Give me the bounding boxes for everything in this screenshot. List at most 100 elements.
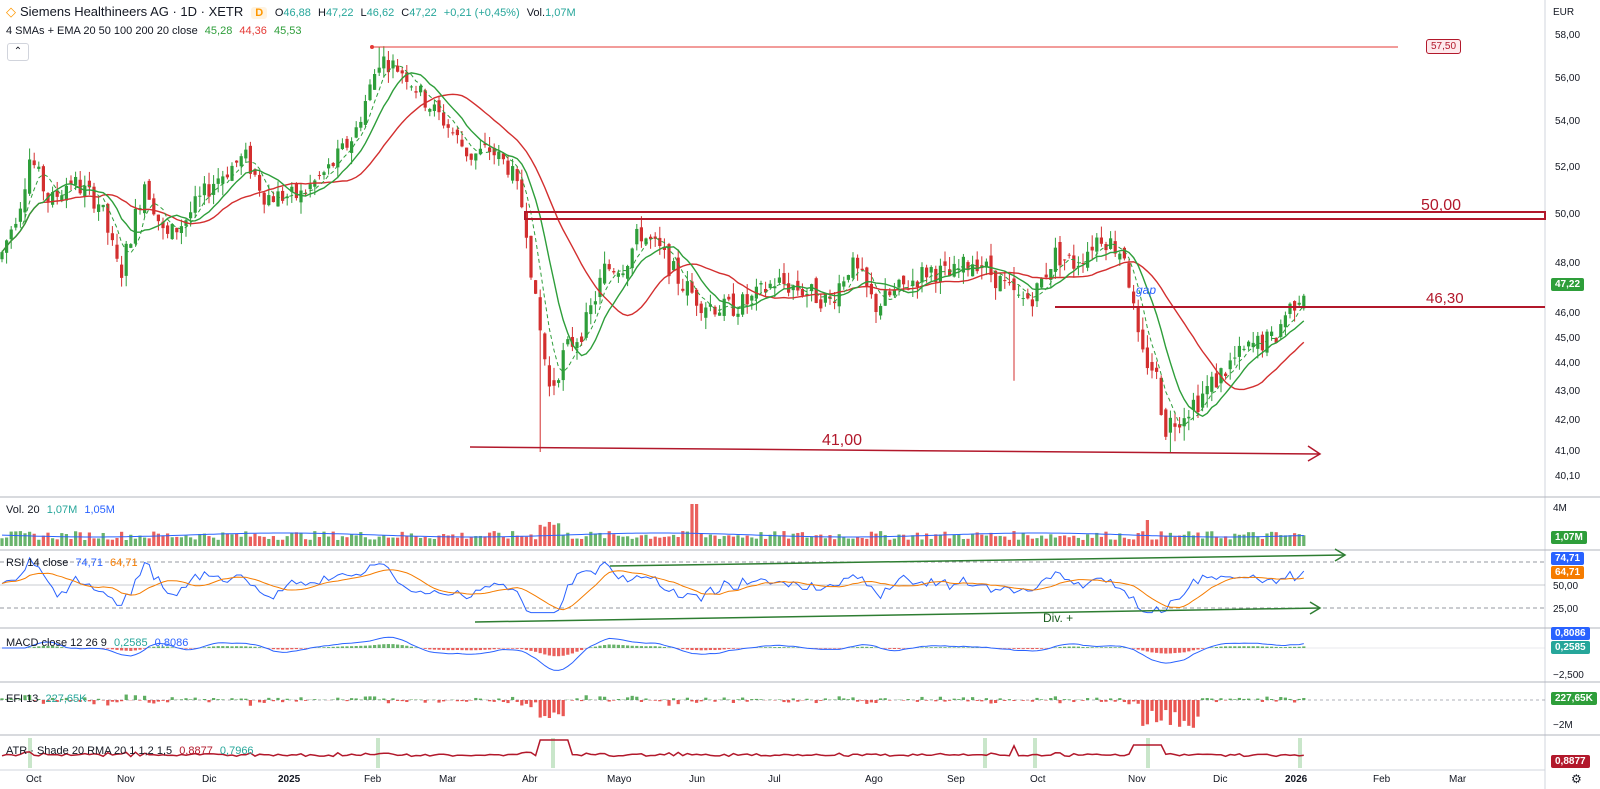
candle-body	[672, 261, 676, 271]
macd-histogram-bar	[258, 647, 262, 648]
efi-bar	[373, 696, 377, 700]
macd-histogram-bar	[354, 646, 358, 648]
candle-body	[460, 139, 464, 147]
macd-histogram-bar	[1178, 648, 1182, 653]
macd-histogram-bar	[630, 645, 634, 648]
candle-body	[285, 196, 289, 199]
volume-bar	[156, 533, 160, 546]
volume-bar	[469, 536, 473, 546]
volume-bar	[837, 534, 841, 546]
candle-body	[805, 293, 809, 296]
rsi-pane-label: RSI 14 close	[6, 557, 69, 569]
volume-bar	[584, 536, 588, 546]
settings-gear-icon[interactable]: ⚙	[1571, 772, 1582, 786]
support-low-line	[469, 446, 1321, 455]
volume-bar	[925, 533, 929, 546]
efi-bar	[1219, 698, 1223, 700]
volume-bar	[603, 538, 607, 546]
candle-body	[317, 175, 321, 177]
volume-bar	[685, 531, 689, 546]
candle-body	[87, 180, 91, 188]
volume-bar	[46, 532, 50, 546]
volume-bar	[934, 534, 938, 546]
level-57-label[interactable]: 57,50	[1426, 39, 1462, 54]
volume-bar	[1205, 531, 1209, 546]
volume-bar	[74, 531, 78, 546]
ma-legend[interactable]: 4 SMAs + EMA 20 50 100 200 20 close 45,2…	[6, 25, 306, 37]
macd-histogram-bar	[920, 647, 924, 648]
efi-bar	[1122, 700, 1126, 703]
currency-label[interactable]: EUR	[1553, 7, 1575, 18]
efi-bar	[791, 698, 795, 700]
volume-bar	[437, 535, 441, 546]
efi-bar	[534, 700, 538, 703]
macd-histogram-bar	[764, 647, 768, 648]
macd-histogram-bar	[731, 648, 735, 649]
symbol-title[interactable]: Siemens Healthineers AG · 1D · XETR	[20, 4, 244, 19]
efi-legend[interactable]: EFI 13 227,65K	[6, 693, 90, 705]
price-tick-label: 40,10	[1555, 471, 1581, 482]
macd-histogram-bar	[106, 648, 110, 649]
atr-legend[interactable]: ATR · Shade 20 RMA 20 1 1,2 1,5 0,8877 0…	[6, 745, 258, 757]
price-tick-label: 46,00	[1555, 308, 1581, 319]
efi-bar	[938, 696, 942, 700]
macd-histogram-bar	[759, 647, 763, 648]
macd-histogram-bar	[244, 646, 248, 648]
efi-bar	[336, 697, 340, 700]
efi-bar	[975, 700, 979, 701]
efi-bar	[607, 700, 611, 702]
atr-pane-v1: 0,8877	[179, 745, 213, 757]
candle-body	[1044, 274, 1048, 278]
volume-legend[interactable]: Vol. 20 1,07M 1,05M	[6, 504, 119, 516]
candle-body	[874, 294, 878, 313]
candle-body	[497, 151, 501, 160]
efi-bar	[759, 699, 763, 700]
candle-body	[902, 275, 906, 285]
efi-bar	[285, 698, 289, 700]
macd-histogram-bar	[1256, 646, 1260, 648]
volume-bar	[5, 537, 9, 546]
macd-legend[interactable]: MACD close 12 26 9 0,2585 0,8086	[6, 637, 192, 649]
macd-histogram-bar	[607, 644, 611, 648]
macd-histogram-bar	[271, 648, 275, 650]
candle-body	[483, 143, 487, 146]
volume-bar	[235, 533, 239, 546]
efi-bar	[966, 700, 970, 702]
candle-body	[382, 56, 386, 69]
volume-bar	[704, 537, 708, 546]
efi-bar	[230, 698, 234, 700]
time-tick-label: Dic	[1213, 774, 1228, 785]
candle-body	[644, 238, 648, 245]
candle-body	[782, 273, 786, 285]
collapse-legend-button[interactable]: ⌃	[7, 43, 29, 61]
efi-bar	[1182, 700, 1186, 721]
efi-bar	[1127, 700, 1131, 705]
efi-bar	[1214, 700, 1218, 703]
rsi-legend[interactable]: RSI 14 close 74,71 64,71	[6, 557, 142, 569]
macd-histogram-bar	[1017, 648, 1021, 649]
efi-bar	[202, 699, 206, 700]
efi-bar	[998, 698, 1002, 700]
candle-body	[639, 227, 643, 242]
atr-pane-v2: 0,7966	[219, 745, 254, 757]
candle-body	[626, 265, 630, 279]
efi-bar	[497, 698, 501, 700]
macd-histogram-bar	[515, 648, 519, 649]
efi-bar	[1007, 699, 1011, 700]
candle-body	[120, 264, 124, 278]
volume-bar	[989, 532, 993, 546]
candle-body	[713, 306, 717, 315]
volume-bar	[1067, 537, 1071, 546]
price-tick-label: 58,00	[1555, 30, 1581, 41]
volume-bar	[1187, 531, 1191, 546]
efi-bar	[580, 700, 584, 702]
volume-bar	[304, 539, 308, 546]
price-tick-label: 50,00	[1555, 209, 1581, 220]
macd-histogram-bar	[1224, 646, 1228, 648]
time-tick-label: Nov	[1128, 774, 1146, 785]
macd-histogram-bar	[216, 646, 220, 648]
efi-bar	[1003, 700, 1007, 701]
volume-bar	[1095, 532, 1099, 546]
efi-bar	[166, 700, 170, 703]
